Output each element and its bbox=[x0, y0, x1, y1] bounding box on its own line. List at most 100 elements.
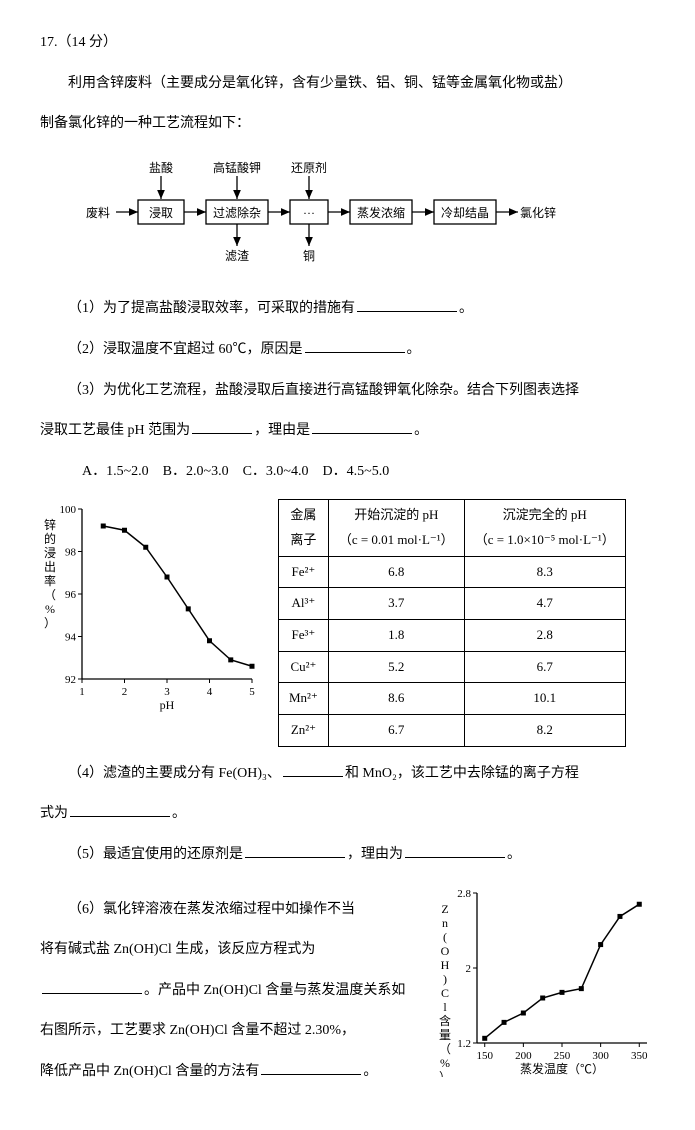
table-cell: Al³⁺ bbox=[279, 588, 329, 620]
table-cell: Fe³⁺ bbox=[279, 620, 329, 652]
svg-text:94: 94 bbox=[65, 632, 77, 644]
svg-text:3: 3 bbox=[164, 686, 170, 698]
svg-text:4: 4 bbox=[207, 686, 213, 698]
q3-line2: 浸取工艺最佳 pH 范围为，理由是。 bbox=[40, 418, 655, 445]
q5-blank1 bbox=[245, 844, 345, 858]
q5: （5）最适宜使用的还原剂是，理由为。 bbox=[40, 842, 655, 869]
q3-l2-c: 。 bbox=[414, 423, 428, 438]
q1-blank bbox=[357, 298, 457, 312]
svg-text:96: 96 bbox=[65, 589, 77, 601]
svg-text:）: ） bbox=[44, 616, 56, 630]
svg-text:%: % bbox=[440, 1056, 450, 1070]
q6-l3: 。产品中 Zn(OH)Cl 含量与蒸发温度关系如 bbox=[40, 978, 425, 1005]
svg-text:2.8: 2.8 bbox=[457, 888, 471, 900]
q6-l5: 降低产品中 Zn(OH)Cl 含量的方法有 。 bbox=[40, 1059, 425, 1086]
table-cell: 1.8 bbox=[328, 620, 464, 652]
svg-text:量: 量 bbox=[439, 1028, 451, 1042]
q2-blank bbox=[305, 339, 405, 353]
q2-text-a: （2）浸取温度不宜超过 60℃，原因是 bbox=[68, 342, 303, 357]
svg-text:250: 250 bbox=[554, 1050, 571, 1062]
q6-l5-b: 。 bbox=[363, 1064, 377, 1079]
svg-text:率: 率 bbox=[44, 573, 56, 588]
table-row: Fe³⁺1.82.8 bbox=[279, 620, 626, 652]
q5-a: （5）最适宜使用的还原剂是 bbox=[68, 847, 243, 862]
q3-blank2 bbox=[312, 420, 412, 434]
table-cell: Fe²⁺ bbox=[279, 556, 329, 588]
q3-blank1 bbox=[192, 420, 252, 434]
svg-text:盐酸: 盐酸 bbox=[148, 160, 172, 175]
svg-text:冷却结晶: 冷却结晶 bbox=[440, 206, 488, 220]
q6-blank2 bbox=[261, 1061, 361, 1075]
svg-text:浸取: 浸取 bbox=[148, 206, 172, 220]
table-cell: 10.1 bbox=[464, 683, 625, 715]
svg-text:2: 2 bbox=[466, 963, 472, 975]
svg-text:150: 150 bbox=[476, 1050, 493, 1062]
svg-text:C: C bbox=[441, 986, 449, 1000]
svg-text:H: H bbox=[441, 958, 450, 972]
q2: （2）浸取温度不宜超过 60℃，原因是。 bbox=[40, 337, 655, 364]
svg-text:200: 200 bbox=[515, 1050, 532, 1062]
table-cell: Cu²⁺ bbox=[279, 651, 329, 683]
table-cell: 6.7 bbox=[464, 651, 625, 683]
q4-l2-a: 式为 bbox=[40, 806, 68, 821]
table-cell: 3.7 bbox=[328, 588, 464, 620]
svg-text:还原剂: 还原剂 bbox=[290, 160, 326, 175]
q6-l5-a: 降低产品中 Zn(OH)Cl 含量的方法有 bbox=[40, 1064, 259, 1079]
table-cell: 8.2 bbox=[464, 715, 625, 747]
q3-l2-a: 浸取工艺最佳 pH 范围为 bbox=[40, 423, 190, 438]
svg-text:5: 5 bbox=[249, 686, 255, 698]
q4-blank1 bbox=[283, 763, 343, 777]
table-cell: 6.7 bbox=[328, 715, 464, 747]
table-row: Cu²⁺5.26.7 bbox=[279, 651, 626, 683]
svg-text:100: 100 bbox=[60, 504, 77, 516]
q4-blank2 bbox=[70, 803, 170, 817]
svg-text:2: 2 bbox=[122, 686, 128, 698]
svg-text:350: 350 bbox=[631, 1050, 648, 1062]
intro-line1: 利用含锌废料（主要成分是氧化锌，含有少量铁、铝、铜、锰等金属氧化物或盐） bbox=[40, 71, 655, 98]
svg-text:浸: 浸 bbox=[44, 546, 56, 560]
q3-line1: （3）为优化工艺流程，盐酸浸取后直接进行高锰酸钾氧化除杂。结合下列图表选择 bbox=[40, 378, 655, 405]
svg-text:92: 92 bbox=[65, 674, 76, 686]
chart2: 1.222.8150200250300350蒸发温度（℃）Zn(OH)Cl含量（… bbox=[435, 883, 655, 1077]
svg-text:%: % bbox=[45, 602, 55, 616]
chart1: 9294969810012345pH锌的浸出率（%） bbox=[40, 499, 260, 713]
q4-line1: （4）滤渣的主要成分有 Fe(OH)₃、和 MnO₂，该工艺中去除锰的离子方程 bbox=[40, 761, 655, 788]
table-row: Mn²⁺8.610.1 bbox=[279, 683, 626, 715]
svg-text:1.2: 1.2 bbox=[457, 1038, 471, 1050]
chart-and-table-row: 9294969810012345pH锌的浸出率（%） 金属离子开始沉淀的 pH（… bbox=[40, 499, 655, 747]
flow-diagram: 废料浸取过滤除杂···蒸发浓缩冷却结晶氯化锌盐酸高锰酸钾还原剂滤渣铜 bbox=[40, 152, 655, 283]
table-header: 开始沉淀的 pH（c = 0.01 mol·L⁻¹） bbox=[328, 500, 464, 556]
svg-text:铜: 铜 bbox=[302, 248, 314, 263]
svg-text:出: 出 bbox=[44, 560, 56, 574]
chart1-wrap: 9294969810012345pH锌的浸出率（%） bbox=[40, 499, 260, 724]
q4-l1-a: （4）滤渣的主要成分有 Fe(OH)₃、 bbox=[68, 766, 281, 781]
svg-text:锌: 锌 bbox=[44, 518, 56, 532]
table-row: Fe²⁺6.88.3 bbox=[279, 556, 626, 588]
table-row: Zn²⁺6.78.2 bbox=[279, 715, 626, 747]
svg-text:废料: 废料 bbox=[86, 205, 110, 220]
table-row: Al³⁺3.74.7 bbox=[279, 588, 626, 620]
q6-l3-b: 。产品中 Zn(OH)Cl 含量与蒸发温度关系如 bbox=[144, 983, 405, 998]
svg-text:（: （ bbox=[44, 588, 56, 602]
svg-text:蒸发温度（℃）: 蒸发温度（℃） bbox=[520, 1061, 604, 1076]
intro-line2: 制备氯化锌的一种工艺流程如下： bbox=[40, 111, 655, 138]
q4-l2-b: 。 bbox=[172, 806, 186, 821]
svg-text:滤渣: 滤渣 bbox=[224, 249, 248, 263]
svg-text:）: ） bbox=[439, 1070, 451, 1077]
svg-text:98: 98 bbox=[65, 547, 77, 559]
svg-text:的: 的 bbox=[44, 531, 56, 546]
q4-line2: 式为 。 bbox=[40, 801, 655, 828]
q1-text-a: （1）为了提高盐酸浸取效率，可采取的措施有 bbox=[68, 301, 355, 316]
table-cell: Mn²⁺ bbox=[279, 683, 329, 715]
q6-l1: （6）氯化锌溶液在蒸发浓缩过程中如操作不当 bbox=[40, 897, 425, 924]
q6-text: （6）氯化锌溶液在蒸发浓缩过程中如操作不当 将有碱式盐 Zn(OH)Cl 生成，… bbox=[40, 883, 425, 1100]
table-cell: 2.8 bbox=[464, 620, 625, 652]
q5-c: 。 bbox=[507, 847, 521, 862]
svg-text:): ) bbox=[443, 972, 447, 986]
svg-text:···: ··· bbox=[303, 206, 315, 220]
q5-blank2 bbox=[405, 844, 505, 858]
svg-text:高锰酸钾: 高锰酸钾 bbox=[212, 160, 260, 175]
svg-text:(: ( bbox=[443, 930, 447, 944]
svg-text:含: 含 bbox=[439, 1013, 451, 1028]
q6-blank1 bbox=[42, 980, 142, 994]
